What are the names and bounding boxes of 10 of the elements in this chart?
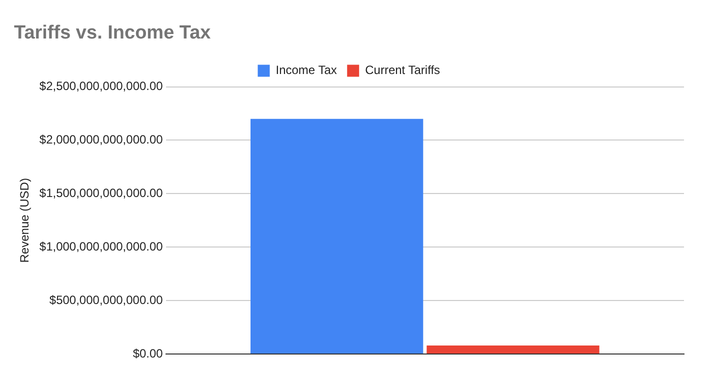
chart-title: Tariffs vs. Income Tax [14,22,212,44]
legend-label: Income Tax [276,63,337,78]
y-tick-label: $1,500,000,000,000.00 [39,186,164,200]
y-axis-title: Revenue (USD) [18,178,32,263]
y-tick-label: $2,000,000,000,000.00 [39,132,164,147]
y-tick-label: $2,500,000,000,000.00 [39,79,164,94]
legend-label: Current Tariffs [365,63,440,78]
y-tick-label: $0.00 [132,346,164,360]
y-tick-label: $500,000,000,000.00 [49,292,164,307]
y-tick-label: $1,000,000,000,000.00 [39,239,164,254]
